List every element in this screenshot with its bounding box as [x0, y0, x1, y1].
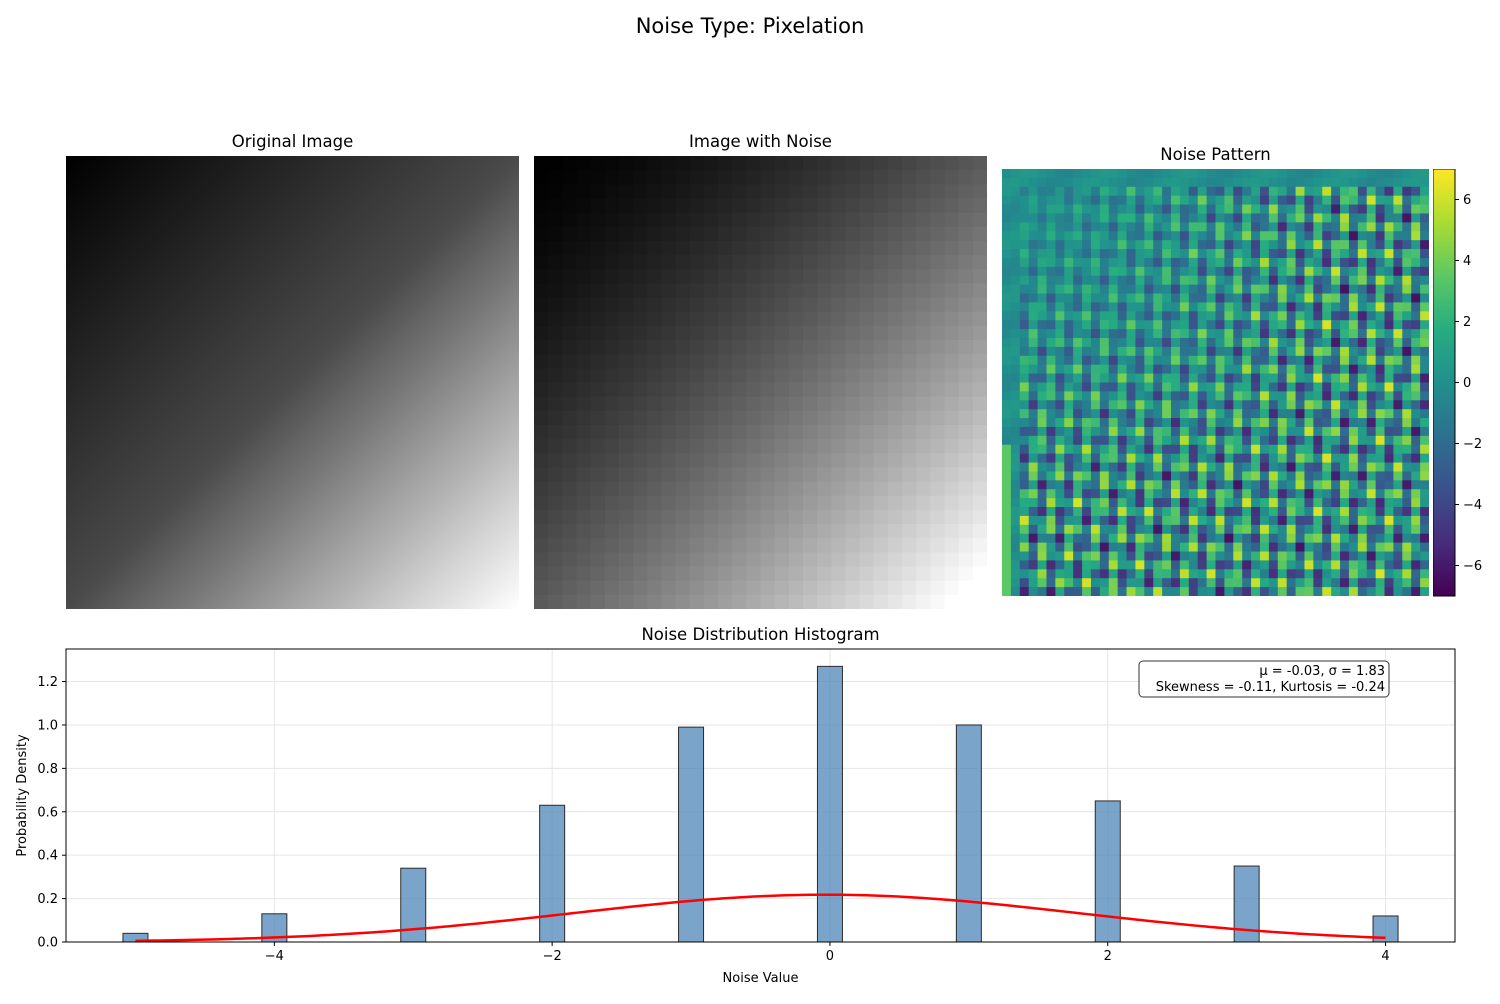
noise-pattern-image	[1002, 169, 1430, 597]
figure-title: Noise Type: Pixelation	[635, 14, 865, 38]
colorbar-tick-label: 0	[1463, 376, 1471, 391]
noise-pattern-title: Noise Pattern	[1160, 145, 1271, 164]
colorbar-tick-label: 4	[1463, 254, 1471, 269]
y-tick-label: 0.4	[37, 849, 58, 864]
histogram-bar	[1094, 800, 1121, 943]
y-axis-label: Probability Density	[15, 734, 30, 857]
colorbar-tick-label: 6	[1463, 193, 1471, 208]
colorbar-tick-label: −6	[1463, 559, 1482, 574]
normal-fit-curve	[135, 893, 1386, 943]
x-tick-label: −2	[543, 949, 562, 964]
y-tick-label: 0.2	[37, 892, 58, 907]
x-tick-label: 0	[826, 949, 834, 964]
y-tick-label: 1.2	[37, 675, 58, 690]
histogram-chart: −4 −2 0 2 4 0.0 0.2 0.4 0.6 0.8 1.0 1.2 Noise Value P…	[0, 640, 1500, 1000]
colorbar: 6 4 2 0 −2 −4 −6	[1432, 168, 1493, 597]
y-tick-label: 0.6	[37, 805, 58, 820]
y-tick-label: 0.8	[37, 762, 58, 777]
x-tick-label: −4	[265, 949, 284, 964]
colorbar-tick-label: −2	[1463, 437, 1482, 452]
colorbar-tick-label: 2	[1463, 315, 1471, 330]
histogram-bar	[678, 726, 705, 943]
noisy-image	[534, 156, 988, 610]
x-tick-label: 4	[1381, 949, 1389, 964]
stats-line-mean-std: μ = -0.03, σ = 1.83	[1259, 664, 1385, 679]
histogram-title: Noise Distribution Histogram	[641, 625, 880, 644]
y-tick-label: 1.0	[37, 718, 58, 733]
colorbar-tick-label: −4	[1463, 498, 1482, 513]
original-image	[66, 156, 519, 609]
plot-frame	[65, 648, 1456, 943]
x-tick-label: 2	[1104, 949, 1112, 964]
x-axis-label: Noise Value	[723, 971, 799, 986]
histogram-bar	[539, 804, 566, 943]
noisy-image-title: Image with Noise	[689, 132, 832, 151]
original-image-title: Original Image	[231, 132, 354, 151]
stats-box	[1138, 660, 1390, 698]
y-tick-label: 0.0	[37, 936, 58, 951]
histogram-bar	[816, 665, 843, 943]
stats-line-skew-kurt: Skewness = -0.11, Kurtosis = -0.24	[1156, 680, 1385, 695]
histogram-bar	[955, 724, 982, 943]
